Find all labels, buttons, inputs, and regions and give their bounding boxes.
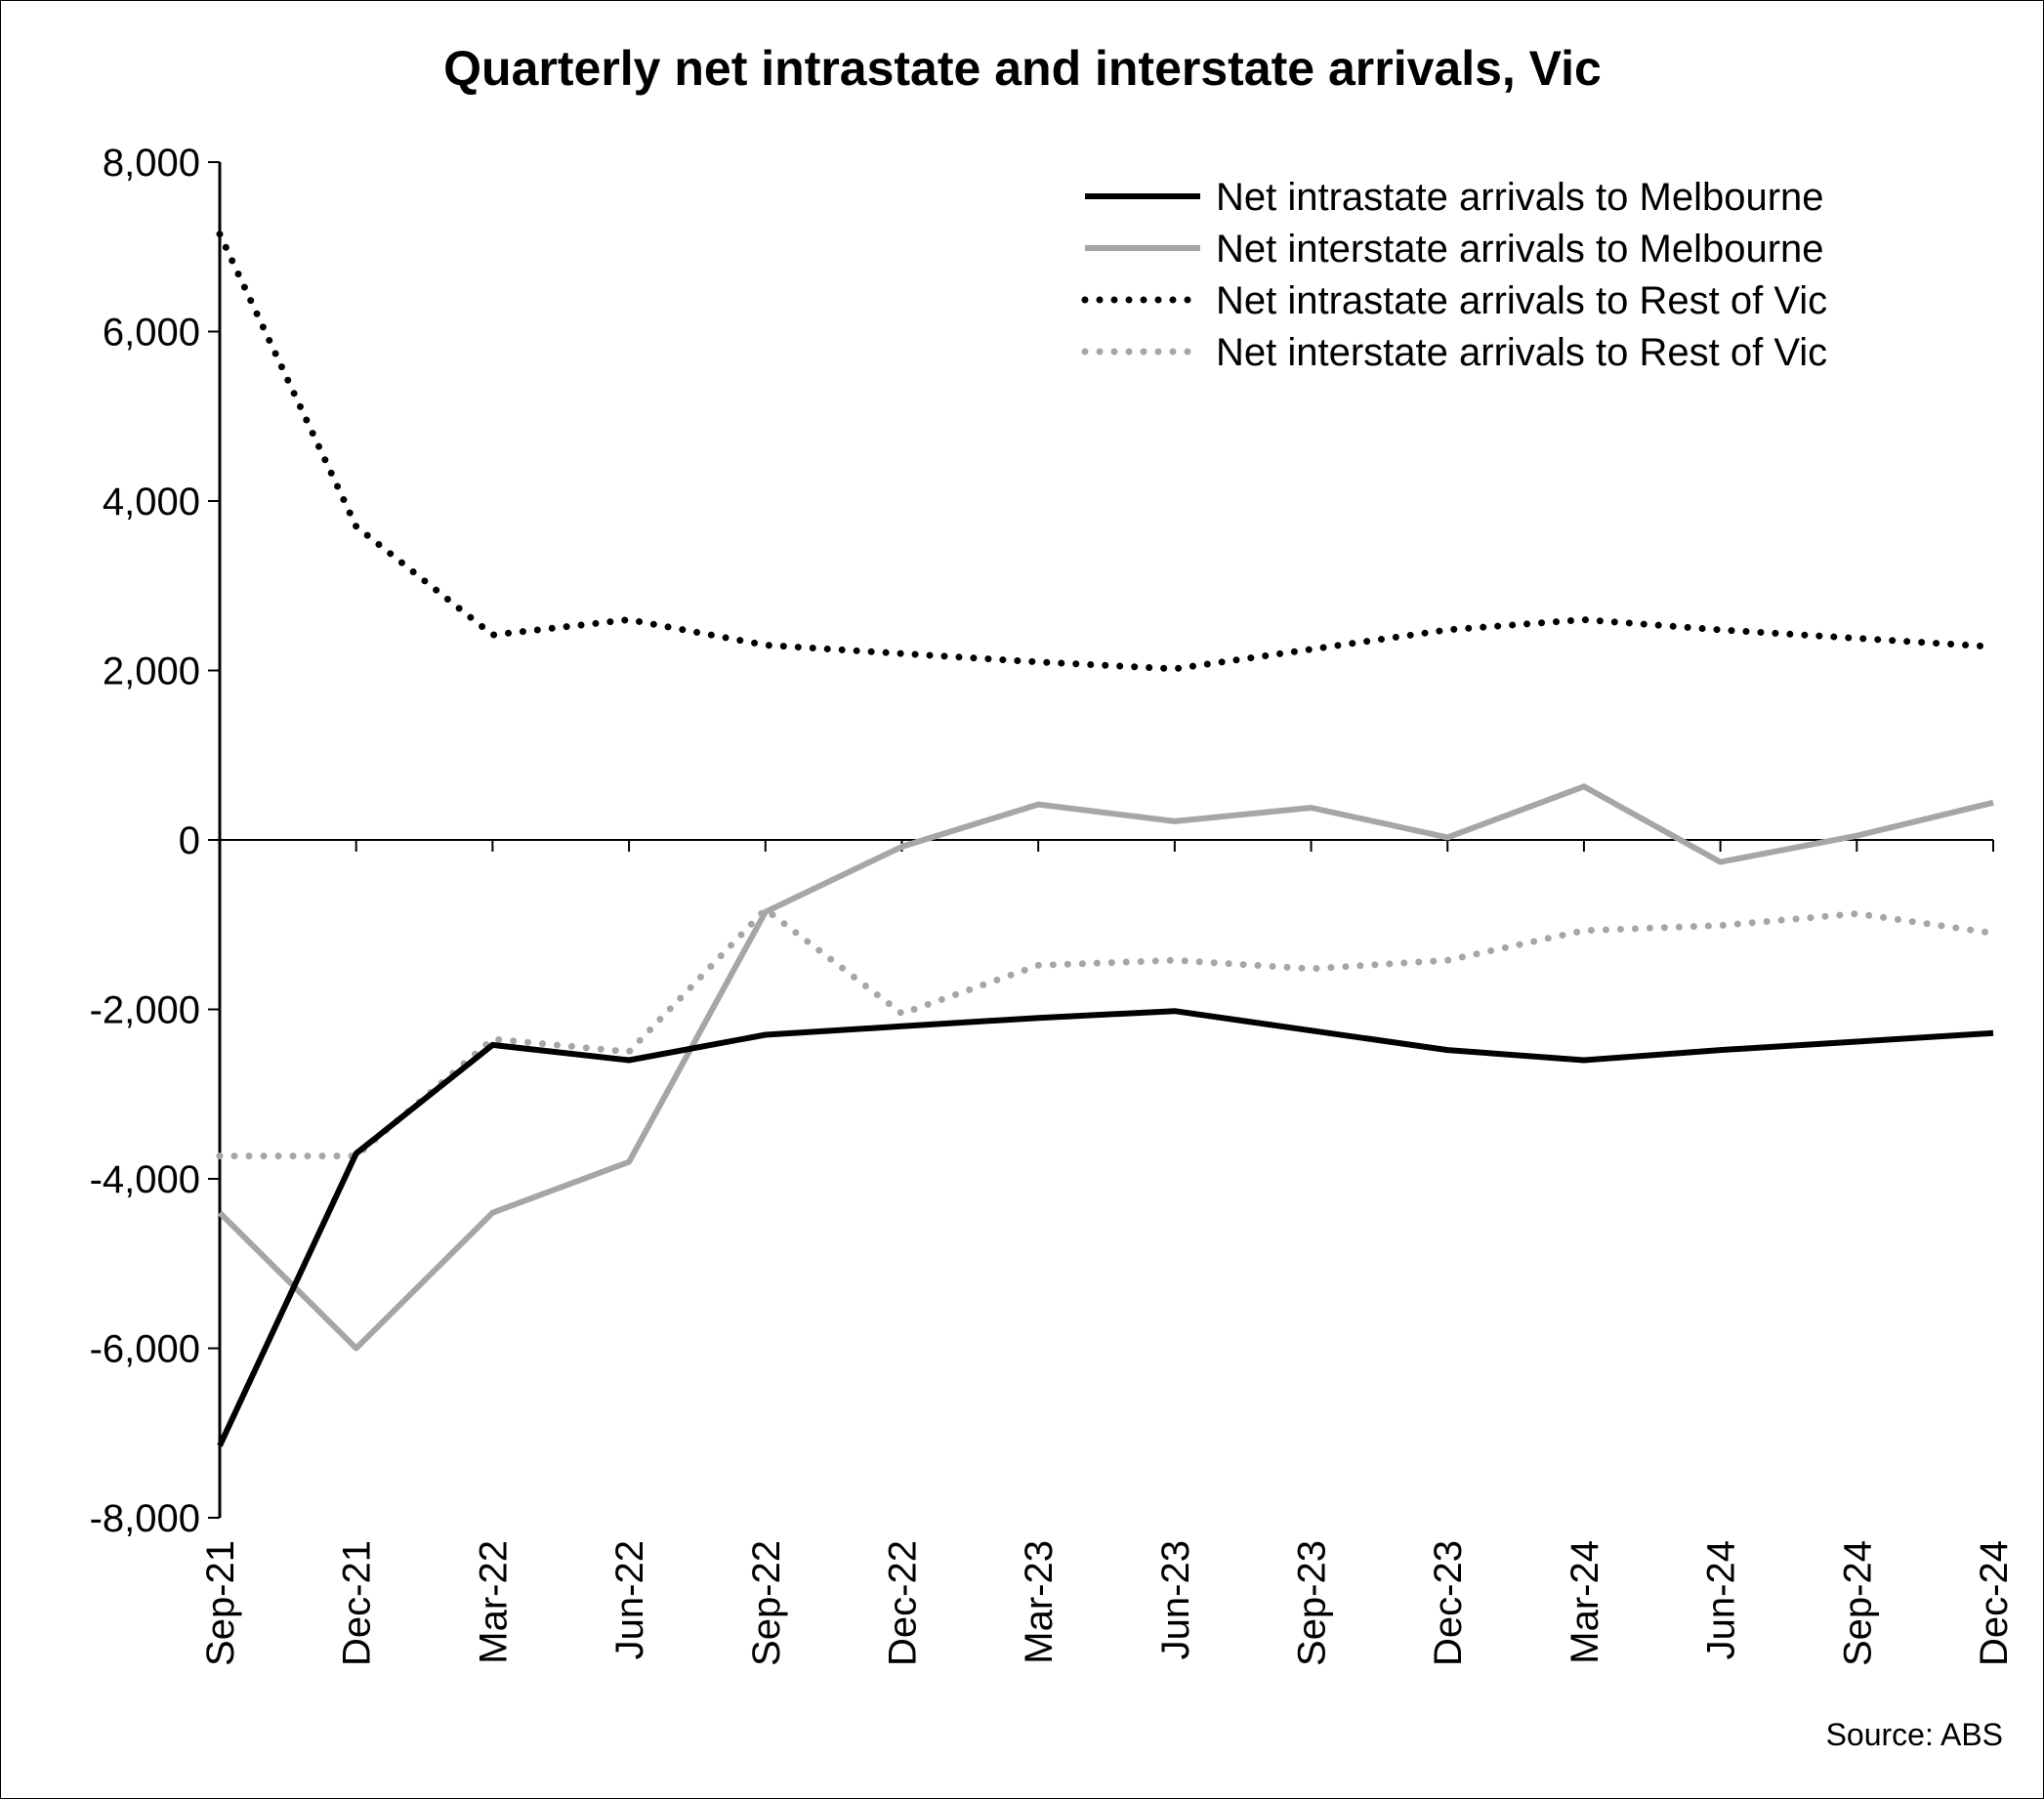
x-tick-label: Mar-22 [472, 1540, 515, 1664]
y-tick-label: -2,000 [90, 989, 200, 1032]
y-tick-label: -4,000 [90, 1158, 200, 1201]
legend-label: Net intrastate arrivals to Rest of Vic [1216, 279, 1827, 322]
y-tick-label: 0 [179, 819, 200, 862]
x-tick-label: Jun-23 [1154, 1540, 1197, 1659]
data-point [1583, 930, 1584, 931]
y-tick-label: 2,000 [103, 650, 200, 693]
data-point [1174, 960, 1175, 961]
data-point [492, 1038, 493, 1039]
chart-title: Quarterly net intrastate and interstate … [443, 41, 1602, 96]
series-layer [216, 230, 1997, 1447]
legend-label: Net interstate arrivals to Rest of Vic [1216, 331, 1827, 374]
series-line-2 [217, 783, 1994, 1352]
data-point [1993, 647, 1994, 648]
legend-label: Net interstate arrivals to Melbourne [1216, 228, 1824, 271]
x-tick-label: Dec-24 [1973, 1540, 2016, 1666]
y-tick-label: 8,000 [103, 142, 200, 185]
x-tick-label: Dec-23 [1427, 1540, 1470, 1666]
series-line-1 [217, 1008, 1994, 1447]
x-tick-label: Sep-23 [1291, 1540, 1334, 1666]
source-note: Source: ABS [1826, 1717, 2003, 1752]
y-axis: 8,000 6,000 4,000 2,000 0 -2,000 -4,000 -6,000 -… [90, 142, 222, 1540]
series-line-4 [216, 905, 1997, 1160]
data-point [629, 619, 630, 620]
x-tick-label: Mar-24 [1564, 1540, 1606, 1664]
x-axis: Sep-21 Dec-21 Mar-22 Jun-22 Sep-22 Dec-22 Mar-… [199, 839, 2016, 1666]
x-tick-label: Jun-24 [1700, 1540, 1743, 1659]
x-tick-label: Mar-23 [1018, 1540, 1061, 1664]
data-point [1856, 638, 1857, 639]
y-tick-label: 6,000 [103, 312, 200, 355]
x-tick-label: Sep-21 [199, 1540, 242, 1666]
series-line-3 [216, 230, 1997, 673]
y-tick-label: -8,000 [90, 1497, 200, 1540]
data-point [1993, 933, 1994, 934]
x-tick-label: Sep-24 [1836, 1540, 1879, 1666]
data-point [1038, 661, 1039, 662]
x-tick-label: Sep-22 [745, 1540, 788, 1666]
data-point [1311, 968, 1312, 969]
y-tick-label: 4,000 [103, 481, 200, 523]
x-tick-label: Jun-22 [608, 1540, 651, 1659]
y-tick-label: -6,000 [90, 1328, 200, 1371]
x-tick-label: Dec-22 [881, 1540, 924, 1666]
legend: Net intrastate arrivals to Melbourne Net … [1081, 176, 1827, 374]
x-tick-label: Dec-21 [336, 1540, 379, 1666]
data-point [1447, 629, 1448, 630]
legend-label: Net intrastate arrivals to Melbourne [1216, 176, 1824, 219]
